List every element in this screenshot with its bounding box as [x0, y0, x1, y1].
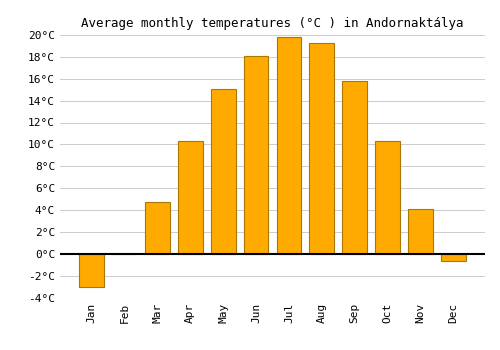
Title: Average monthly temperatures (°C ) in Andornaktálya: Average monthly temperatures (°C ) in An… [81, 17, 464, 30]
Bar [376, 141, 400, 254]
Bar [178, 141, 203, 254]
Bar [441, 254, 466, 261]
Bar [408, 209, 433, 254]
Bar [145, 202, 170, 254]
Bar [310, 43, 334, 254]
Bar [276, 37, 301, 254]
Bar [342, 81, 367, 254]
Bar [80, 254, 104, 287]
Bar [211, 89, 236, 254]
Bar [244, 56, 268, 254]
